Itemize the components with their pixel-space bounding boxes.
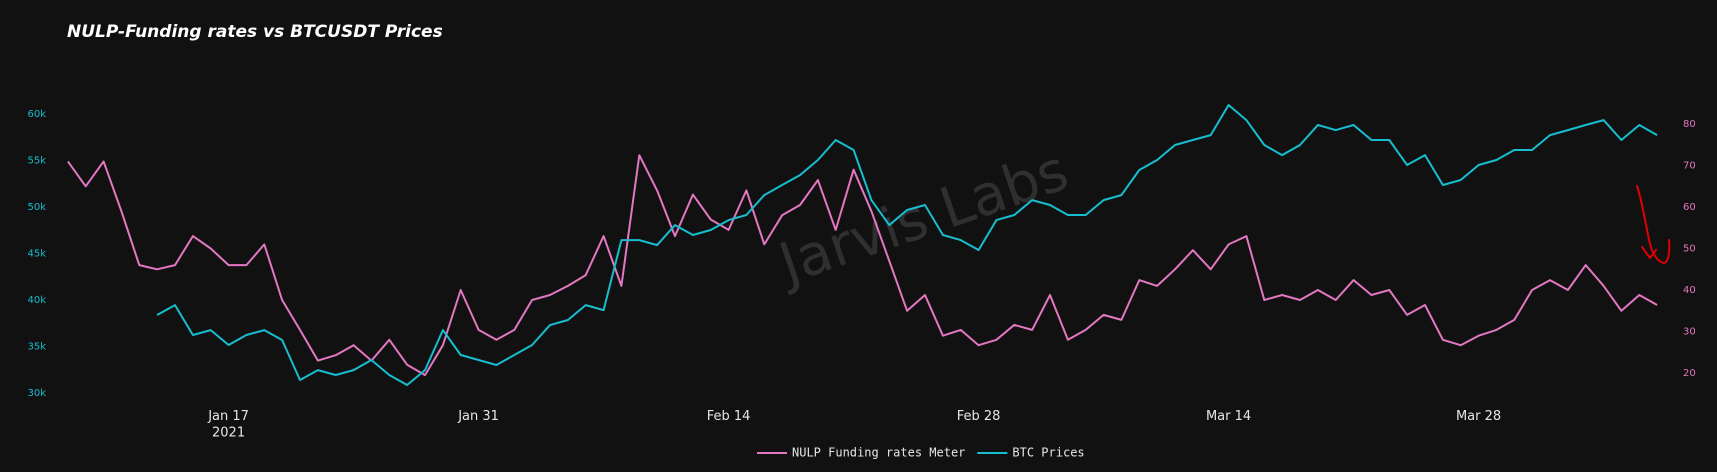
y2-tick-label: 60	[1683, 202, 1696, 213]
y-tick-label: 40k	[27, 295, 46, 306]
x-tick-label: Jan 17 2021	[207, 409, 249, 440]
y-tick-label: 50k	[27, 202, 46, 213]
y-tick-label: 45k	[27, 249, 46, 260]
annotation-head	[1641, 246, 1657, 260]
series-line	[156, 104, 1658, 386]
y-tick-label: 35k	[27, 342, 46, 353]
y-tick-label: 55k	[27, 156, 46, 167]
y-tick-label: 60k	[27, 109, 46, 120]
y2-tick-label: 30	[1683, 327, 1696, 338]
y-tick-label: 30k	[27, 388, 46, 399]
annotation-stroke	[1636, 185, 1671, 265]
legend-label: BTC Prices	[1012, 446, 1084, 460]
legend-label: NULP Funding rates Meter	[792, 446, 965, 460]
series-line	[67, 154, 1658, 377]
x-tick-label: Feb 14	[707, 409, 751, 424]
annotation-arrow	[1636, 185, 1671, 265]
legend: NULP Funding rates Meter BTC Prices	[757, 446, 1085, 460]
x-tick-label: Mar 28	[1456, 409, 1501, 424]
x-tick-label: Jan 31	[457, 409, 499, 424]
x-tick-label: Feb 28	[957, 409, 1001, 424]
y2-tick-label: 80	[1683, 119, 1696, 130]
x-tick-label: Mar 14	[1206, 409, 1251, 424]
y2-tick-label: 40	[1683, 285, 1696, 296]
chart-title: NULP-Funding rates vs BTCUSDT Prices	[67, 22, 443, 42]
y2-tick-label: 20	[1683, 368, 1696, 379]
y2-tick-label: 70	[1683, 161, 1696, 172]
y2-tick-label: 50	[1683, 244, 1696, 255]
